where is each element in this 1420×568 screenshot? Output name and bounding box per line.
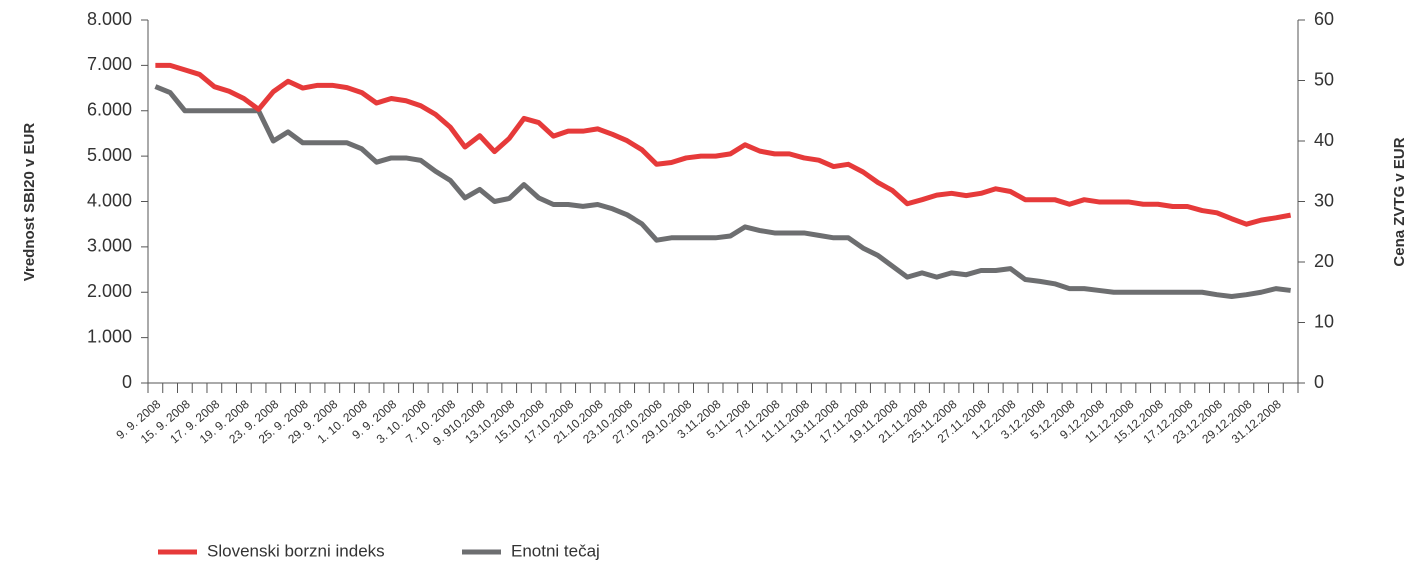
y-tick-label: 2.000 [87, 281, 132, 301]
y2-tick-label: 0 [1314, 372, 1324, 392]
y2-tick-label: 20 [1314, 251, 1334, 271]
y2-tick-label: 40 [1314, 130, 1334, 150]
y-tick-label: 8.000 [87, 9, 132, 29]
y-tick-label: 6.000 [87, 100, 132, 120]
series-line [155, 62, 1292, 227]
legend-label: Enotni tečaj [511, 541, 600, 560]
y2-tick-label: 10 [1314, 311, 1334, 331]
y2-tick-label: 30 [1314, 190, 1334, 210]
legend-label: Slovenski borzni indeks [207, 541, 385, 560]
y-tick-label: 0 [122, 372, 132, 392]
y-tick-label: 1.000 [87, 326, 132, 346]
y2-tick-label: 50 [1314, 69, 1334, 89]
y2-axis-title: Cena ZVTG v EUR [1391, 137, 1408, 266]
y2-tick-label: 60 [1314, 9, 1334, 29]
y-tick-label: 5.000 [87, 145, 132, 165]
y-tick-label: 3.000 [87, 236, 132, 256]
y-axis-title: Vrednost SBI20 v EUR [21, 123, 38, 282]
y-tick-label: 4.000 [87, 190, 132, 210]
y-tick-label: 7.000 [87, 54, 132, 74]
series-line [154, 84, 1291, 299]
